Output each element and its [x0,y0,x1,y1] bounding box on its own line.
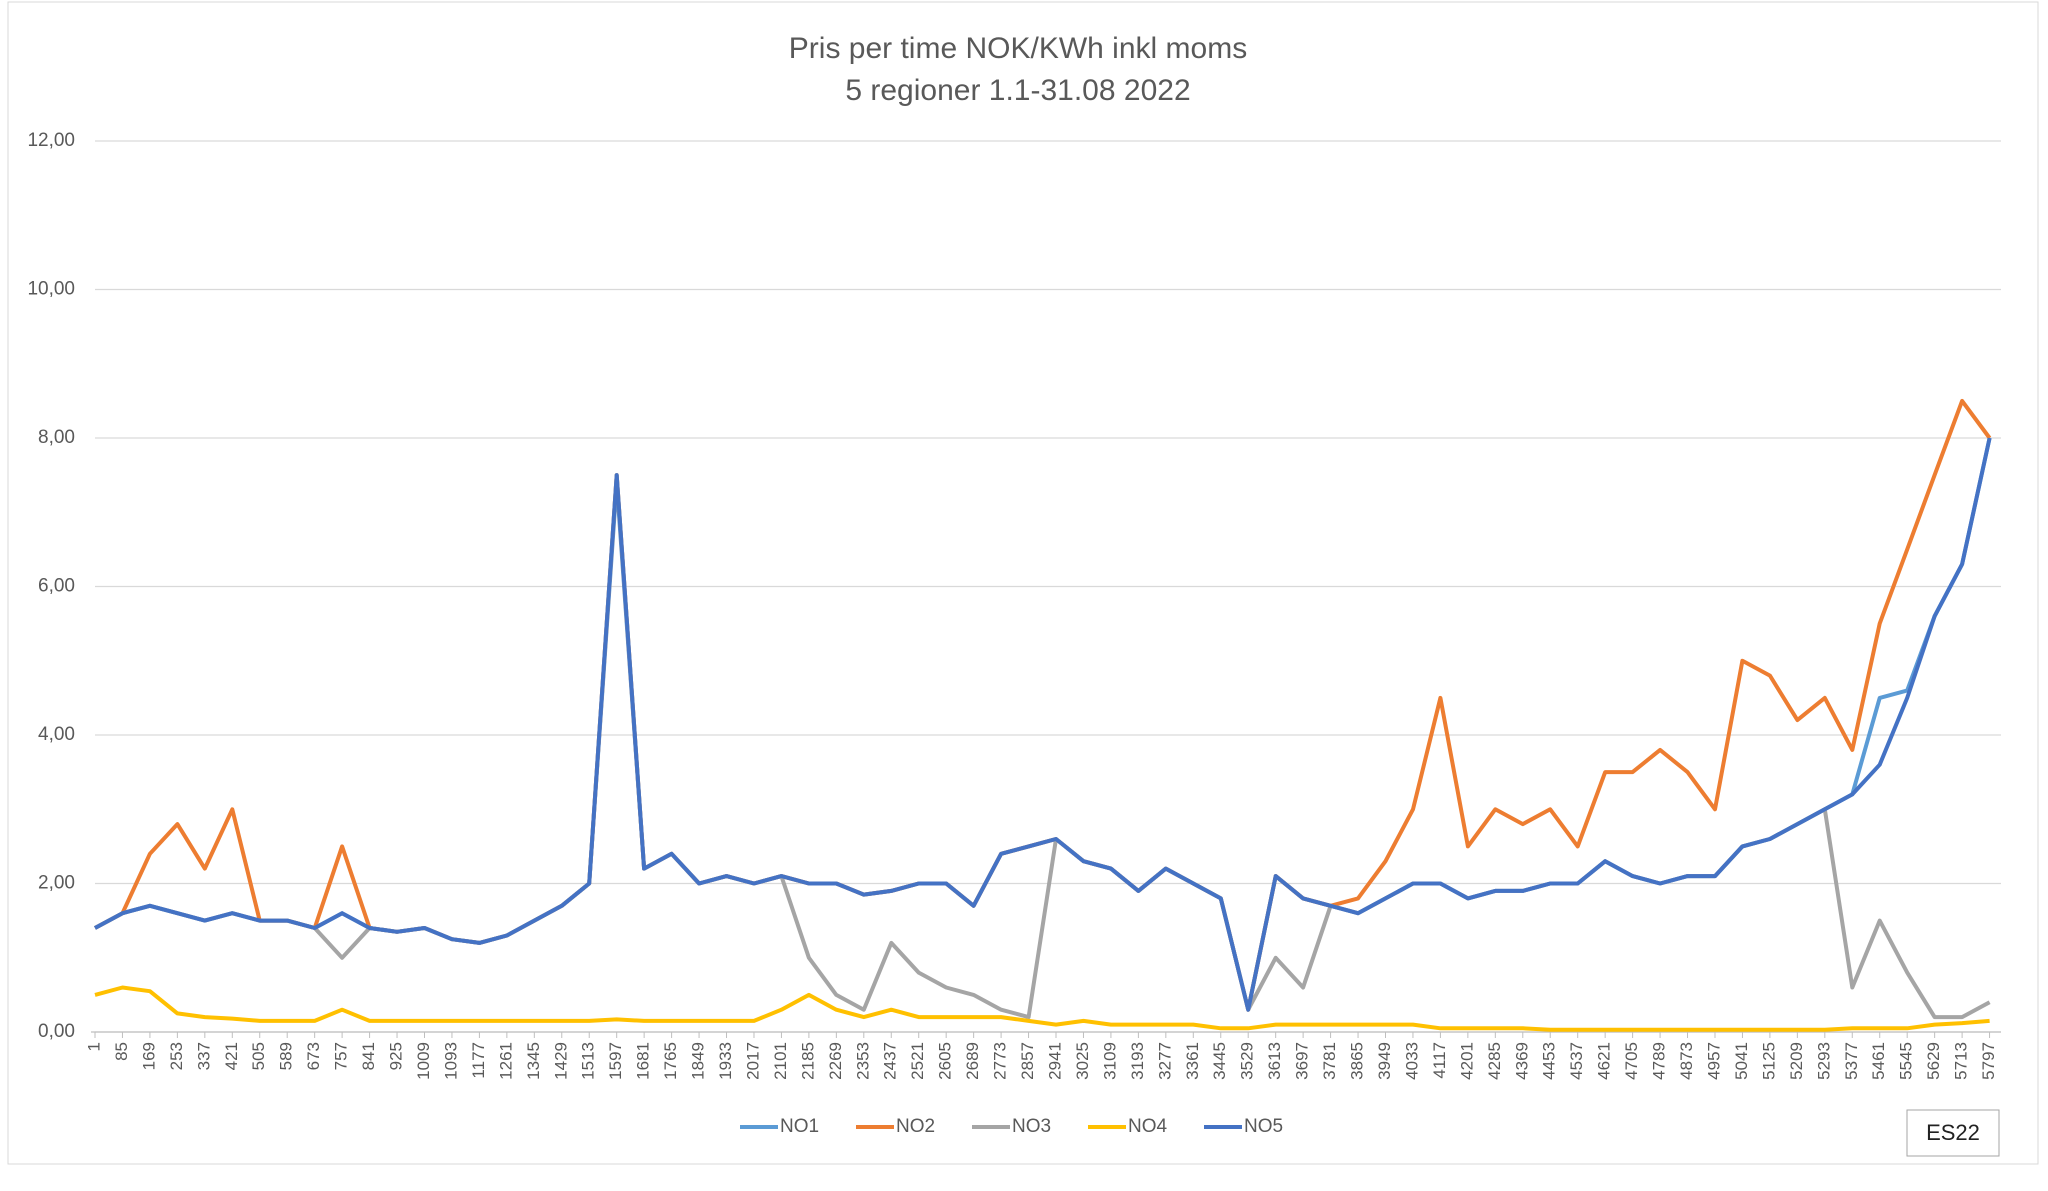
x-tick-label: 2101 [771,1042,790,1080]
legend-label: NO1 [780,1116,819,1137]
x-tick-label: 1 [84,1042,103,1051]
x-tick-label: 4957 [1704,1042,1723,1080]
x-tick-label: 757 [332,1042,351,1070]
y-tick-label: 8,00 [38,427,75,448]
y-tick-label: 6,00 [38,576,75,597]
x-tick-label: 169 [139,1042,158,1070]
x-tick-label: 85 [112,1042,131,1061]
x-tick-label: 589 [277,1042,296,1070]
x-tick-label: 1513 [579,1042,598,1080]
x-tick-label: 4033 [1402,1042,1421,1080]
x-tick-label: 5797 [1979,1042,1998,1080]
x-tick-label: 2353 [853,1042,872,1080]
chart-title: Pris per time NOK/KWh inkl moms [789,32,1247,65]
x-tick-label: 2773 [991,1042,1010,1080]
y-tick-label: 10,00 [27,279,75,300]
x-tick-label: 2437 [881,1042,900,1080]
x-tick-label: 4705 [1622,1042,1641,1080]
annotation-box [1906,1109,2000,1157]
x-tick-label: 4201 [1457,1042,1476,1080]
x-tick-label: 2185 [798,1042,817,1080]
x-tick-label: 4537 [1567,1042,1586,1080]
x-tick-label: 1345 [524,1042,543,1080]
x-tick-label: 1261 [496,1042,515,1080]
y-tick-label: 2,00 [38,873,75,894]
x-tick-label: 2017 [743,1042,762,1080]
x-tick-label: 2521 [908,1042,927,1080]
y-tick-label: 0,00 [38,1021,75,1042]
chart-area [7,1,2039,1165]
x-tick-label: 337 [194,1042,213,1070]
series-line [94,985,1990,1032]
x-tick-label: 4117 [1430,1042,1449,1079]
x-tick-label: 1009 [414,1042,433,1080]
x-tick-label: 1681 [634,1042,653,1080]
x-tick-label: 841 [359,1042,378,1070]
x-tick-label: 4453 [1540,1042,1559,1080]
x-tick-label: 1177 [469,1042,488,1079]
x-tick-label: 1429 [551,1042,570,1080]
x-tick-label: 3781 [1320,1042,1339,1080]
x-tick-label: 5125 [1759,1042,1778,1080]
x-tick-label: 2941 [1045,1042,1064,1080]
x-tick-label: 5461 [1869,1042,1888,1080]
x-tick-label: 1597 [606,1042,625,1080]
x-tick-label: 3613 [1265,1042,1284,1080]
x-tick-label: 3949 [1375,1042,1394,1080]
x-tick-label: 3193 [1128,1042,1147,1080]
x-tick-label: 4789 [1650,1042,1669,1080]
x-tick-label: 2857 [1018,1042,1037,1080]
x-tick-label: 4285 [1485,1042,1504,1080]
x-tick-label: 4873 [1677,1042,1696,1080]
x-tick-label: 4369 [1512,1042,1531,1080]
x-tick-label: 3025 [1073,1042,1092,1080]
legend-label: NO4 [1128,1116,1168,1137]
annotation: ES22 [1926,1120,1980,1145]
x-tick-label: 3865 [1348,1042,1367,1080]
y-tick-label: 12,00 [27,130,75,151]
x-tick-label: 3361 [1183,1042,1202,1080]
legend-label: NO2 [896,1116,935,1137]
x-tick-label: 5545 [1897,1042,1916,1080]
x-tick-label: 3697 [1293,1042,1312,1080]
x-tick-label: 5377 [1842,1042,1861,1080]
x-tick-label: 1765 [661,1042,680,1080]
x-tick-label: 673 [304,1042,323,1070]
legend-label: NO3 [1012,1116,1051,1137]
x-tick-label: 2269 [826,1042,845,1080]
x-tick-label: 5629 [1924,1042,1943,1080]
x-tick-label: 2689 [963,1042,982,1080]
x-tick-label: 505 [249,1042,268,1070]
x-tick-label: 421 [222,1042,241,1070]
x-tick-label: 5713 [1952,1042,1971,1080]
x-tick-label: 5209 [1787,1042,1806,1080]
legend-label: NO5 [1244,1116,1283,1137]
x-tick-label: 1093 [441,1042,460,1080]
x-tick-label: 925 [387,1042,406,1070]
x-tick-label: 253 [167,1042,186,1070]
x-tick-label: 3277 [1155,1042,1174,1080]
series-line [94,437,1992,1012]
x-tick-label: 3529 [1238,1042,1257,1080]
x-tick-label: 1933 [716,1042,735,1080]
x-tick-label: 1849 [689,1042,708,1080]
x-tick-label: 5041 [1732,1042,1751,1080]
x-tick-label: 4621 [1595,1042,1614,1080]
chart-subtitle: 5 regioner 1.1-31.08 2022 [845,74,1190,107]
y-tick-label: 4,00 [38,724,75,745]
x-tick-label: 5293 [1814,1042,1833,1080]
x-tick-label: 2605 [936,1042,955,1080]
x-tick-label: 3445 [1210,1042,1229,1080]
x-tick-label: 3109 [1100,1042,1119,1080]
